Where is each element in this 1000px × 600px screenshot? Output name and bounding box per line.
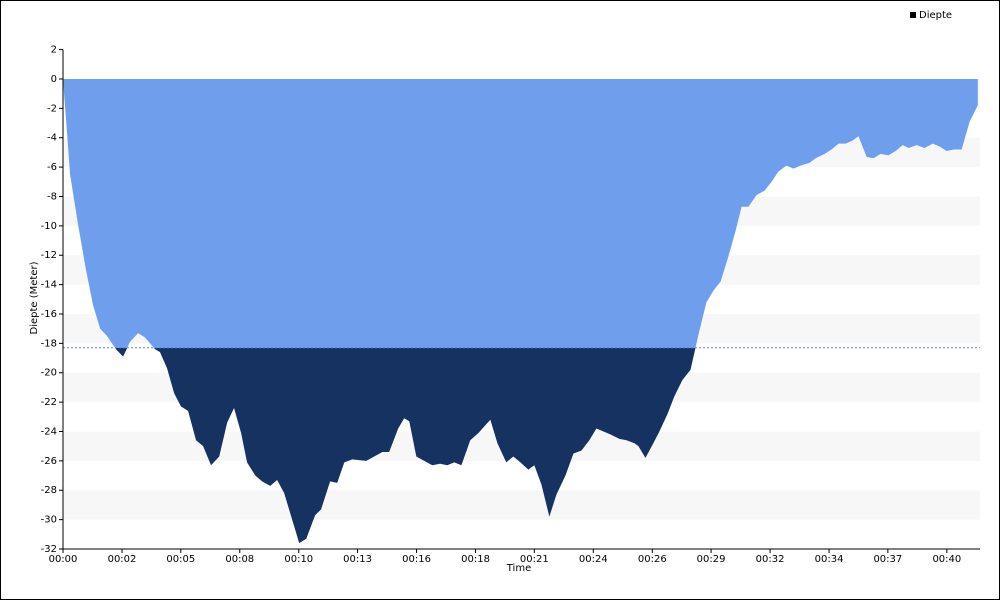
x-tick-label: 00:26 — [638, 554, 667, 565]
x-tick-label: 00:21 — [520, 554, 549, 565]
y-tick-label: -20 — [41, 368, 57, 379]
y-tick-label: -8 — [47, 191, 57, 202]
x-tick-label: 00:40 — [932, 554, 961, 565]
y-tick-label: -32 — [41, 544, 57, 555]
y-tick-label: -18 — [41, 338, 57, 349]
y-tick-label: -24 — [41, 426, 57, 437]
x-tick-label: 00:05 — [166, 554, 195, 565]
legend-swatch — [910, 12, 916, 18]
x-tick-label: 00:34 — [815, 554, 844, 565]
x-tick-label: 00:37 — [873, 554, 902, 565]
y-tick-label: -22 — [41, 397, 57, 408]
y-tick-label: -14 — [41, 280, 57, 291]
y-tick-label: 2 — [51, 45, 57, 56]
y-tick-label: -4 — [47, 133, 57, 144]
x-tick-label: 00:18 — [461, 554, 490, 565]
y-tick-label: -26 — [41, 456, 57, 467]
y-tick-label: -6 — [47, 162, 57, 173]
x-tick-label: 00:29 — [697, 554, 726, 565]
x-tick-label: 00:32 — [756, 554, 785, 565]
x-tick-label: 00:24 — [579, 554, 608, 565]
x-tick-label: 00:08 — [225, 554, 254, 565]
y-tick-label: -30 — [41, 515, 57, 526]
legend-label: Diepte — [919, 10, 952, 21]
depth-area — [63, 78, 978, 544]
y-tick-label: -10 — [41, 221, 57, 232]
y-tick-label: 0 — [51, 74, 57, 85]
y-tick-label: -2 — [47, 103, 57, 114]
x-tick-label: 00:02 — [108, 554, 137, 565]
x-axis-label: Time — [506, 563, 531, 574]
x-tick-label: 00:10 — [284, 554, 313, 565]
y-tick-label: -12 — [41, 250, 57, 261]
y-tick-label: -16 — [41, 309, 57, 320]
x-tick-label: 00:16 — [402, 554, 431, 565]
x-tick-label: 00:00 — [49, 554, 78, 565]
y-axis-label: Diepte (Meter) — [29, 261, 40, 334]
y-tick-label: -28 — [41, 485, 57, 496]
x-tick-label: 00:13 — [343, 554, 372, 565]
grid-band — [63, 490, 980, 520]
